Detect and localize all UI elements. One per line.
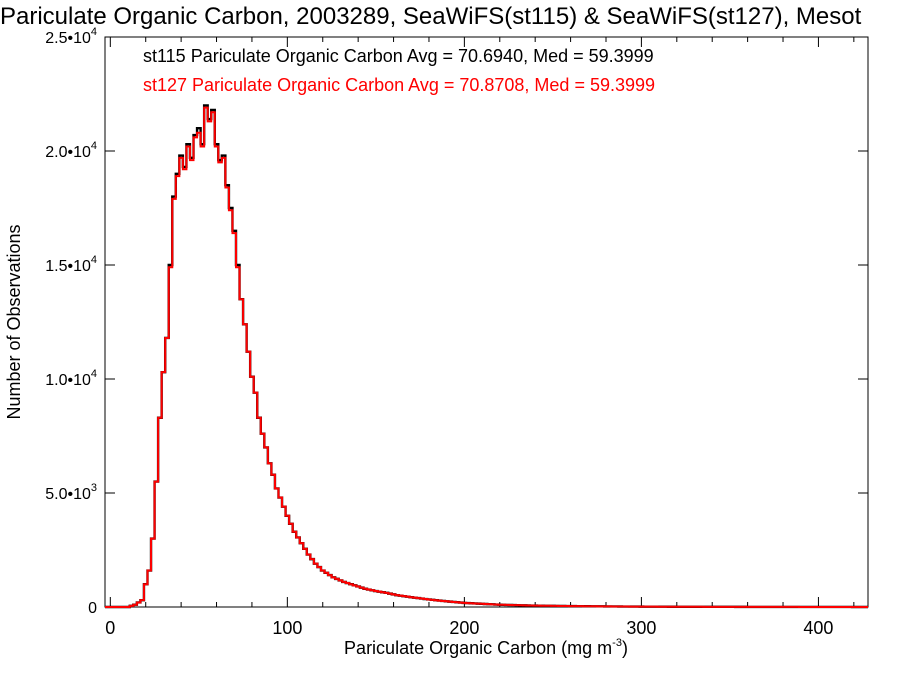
y-axis-label: Number of Observations: [4, 224, 24, 419]
y-tick-label: 2.0•104: [45, 140, 97, 161]
legend-entry-st127: st127 Pariculate Organic Carbon Avg = 70…: [143, 75, 655, 95]
y-tick-label: 1.0•104: [45, 368, 97, 389]
chart-title: Pariculate Organic Carbon, 2003289, SeaW…: [0, 3, 862, 30]
series-layer: [105, 104, 868, 609]
x-tick-label: 300: [626, 618, 656, 638]
y-tick-label-mantissa: 0: [88, 600, 97, 617]
y-tick-label: 1.5•104: [45, 254, 97, 275]
x-tick-label: 100: [272, 618, 302, 638]
x-tick-label: 0: [105, 618, 115, 638]
y-tick-label: 2.5•104: [45, 26, 97, 47]
y-tick-label: 5.0•103: [45, 482, 97, 503]
y-tick-label-mantissa: 5.0•10: [45, 486, 91, 503]
x-tick-label: 400: [803, 618, 833, 638]
histogram-series-st127: [105, 106, 868, 608]
y-tick-label: 0: [88, 600, 97, 617]
x-axis-label-close: ): [622, 638, 628, 658]
x-axis-label: Pariculate Organic Carbon (mg m-3): [344, 637, 628, 658]
y-tick-label-mantissa: 2.0•10: [45, 144, 91, 161]
y-tick-label-mantissa: 1.5•10: [45, 258, 91, 275]
y-tick-label-mantissa: 1.0•10: [45, 372, 91, 389]
plot-frame: [104, 36, 869, 608]
y-tick-label-exponent: 3: [91, 482, 97, 494]
x-axis-label-base: Pariculate Organic Carbon (mg m: [344, 638, 612, 658]
y-tick-label-exponent: 4: [91, 140, 97, 152]
y-tick-label-exponent: 4: [91, 26, 97, 38]
x-tick-label: 200: [449, 618, 479, 638]
y-tick-label-mantissa: 2.5•10: [45, 30, 91, 47]
legend-entry-st115: st115 Pariculate Organic Carbon Avg = 70…: [143, 46, 654, 66]
x-axis-ticks: 0 100 200 300 400: [105, 37, 855, 638]
y-tick-label-exponent: 4: [91, 254, 97, 266]
x-axis-label-unit-exponent: -3: [612, 637, 622, 649]
y-tick-label-exponent: 4: [91, 368, 97, 380]
